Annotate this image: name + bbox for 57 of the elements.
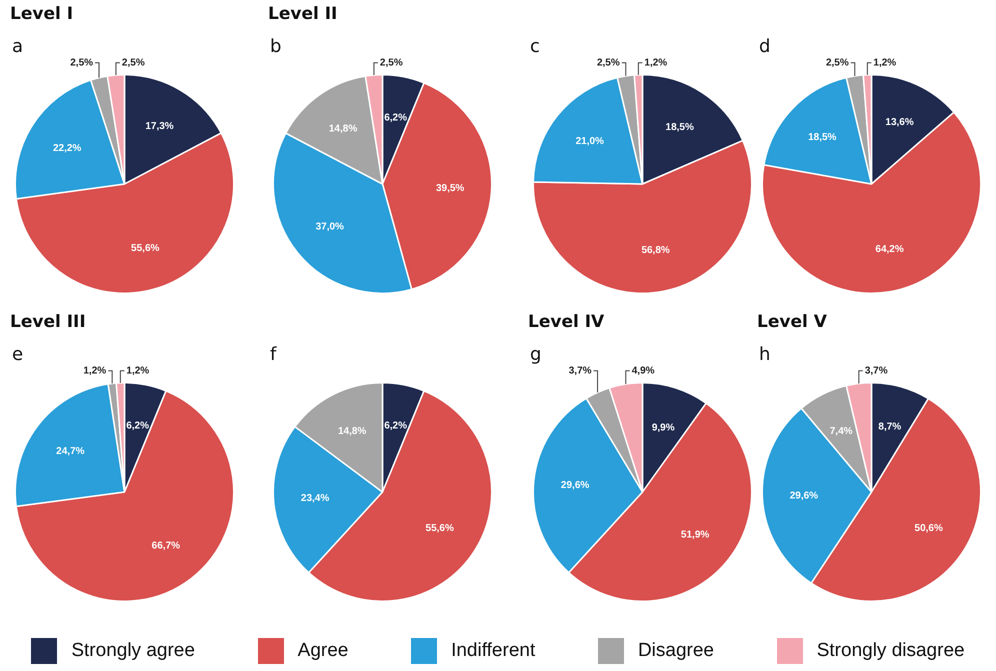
chart-subtitle: b [270,36,282,57]
chart-subtitle: f [270,344,276,365]
data-label: 2,5% [826,58,849,68]
data-label: 64,2% [875,244,904,256]
data-label: 51,9% [680,529,710,540]
data-label: 17,3% [145,120,174,132]
data-label: 14,8% [338,426,366,438]
chart-title: Level V [757,312,827,332]
data-label: 1,2% [644,58,668,68]
chart-subtitle: g [530,344,542,365]
data-label: 1,2% [126,366,150,376]
data-label: 9,9% [652,422,675,434]
data-label: 3,7% [568,366,592,376]
data-label: 55,6% [131,243,160,254]
data-label: 22,2% [52,142,82,154]
chart-subtitle: a [12,36,24,57]
chart-subtitle: h [759,344,770,365]
chart-title: Level II [268,4,338,24]
data-label: 37,0% [316,221,344,232]
data-label: 66,7% [152,540,180,552]
chart-subtitle: e [12,344,24,365]
legend-label: Disagree [638,640,714,662]
data-label: 50,6% [914,523,943,534]
data-label: 6,2% [126,420,150,432]
chart-title: Level I [10,4,74,24]
data-label: 21,0% [576,136,604,148]
legend-label: Agree [298,640,348,662]
data-label: 2,5% [70,58,94,68]
chart-title: Level III [10,312,86,332]
data-label: 23,4% [300,493,330,504]
data-label: 24,7% [56,446,85,458]
data-label: 1,2% [83,366,106,376]
data-label: 2,5% [596,58,620,68]
data-label: 8,7% [878,422,902,433]
legend-label: Strongly agree [71,640,195,662]
data-label: 2,5% [122,58,145,68]
data-label: 14,8% [328,124,358,135]
chart-title: Level IV [528,312,604,332]
data-label: 2,5% [380,58,403,68]
data-label: 55,6% [426,523,454,534]
data-label: 39,5% [436,182,464,194]
data-label: 56,8% [641,245,670,256]
data-label: 18,5% [666,122,694,134]
data-label: 4,9% [632,366,655,376]
legend-label: Strongly disagree [816,640,965,662]
data-label: 29,6% [790,490,818,502]
data-label: 1,2% [873,58,896,68]
data-label: 6,2% [384,420,408,432]
chart-subtitle: c [530,36,540,57]
chart-subtitle: d [759,36,770,57]
data-label: 29,6% [560,480,590,491]
data-label: 3,7% [864,366,888,376]
data-label: 7,4% [830,426,853,438]
data-label: 13,6% [885,117,914,128]
data-label: 6,2% [384,112,408,124]
data-label: 18,5% [808,132,837,144]
legend-label: Indifferent [451,640,536,662]
